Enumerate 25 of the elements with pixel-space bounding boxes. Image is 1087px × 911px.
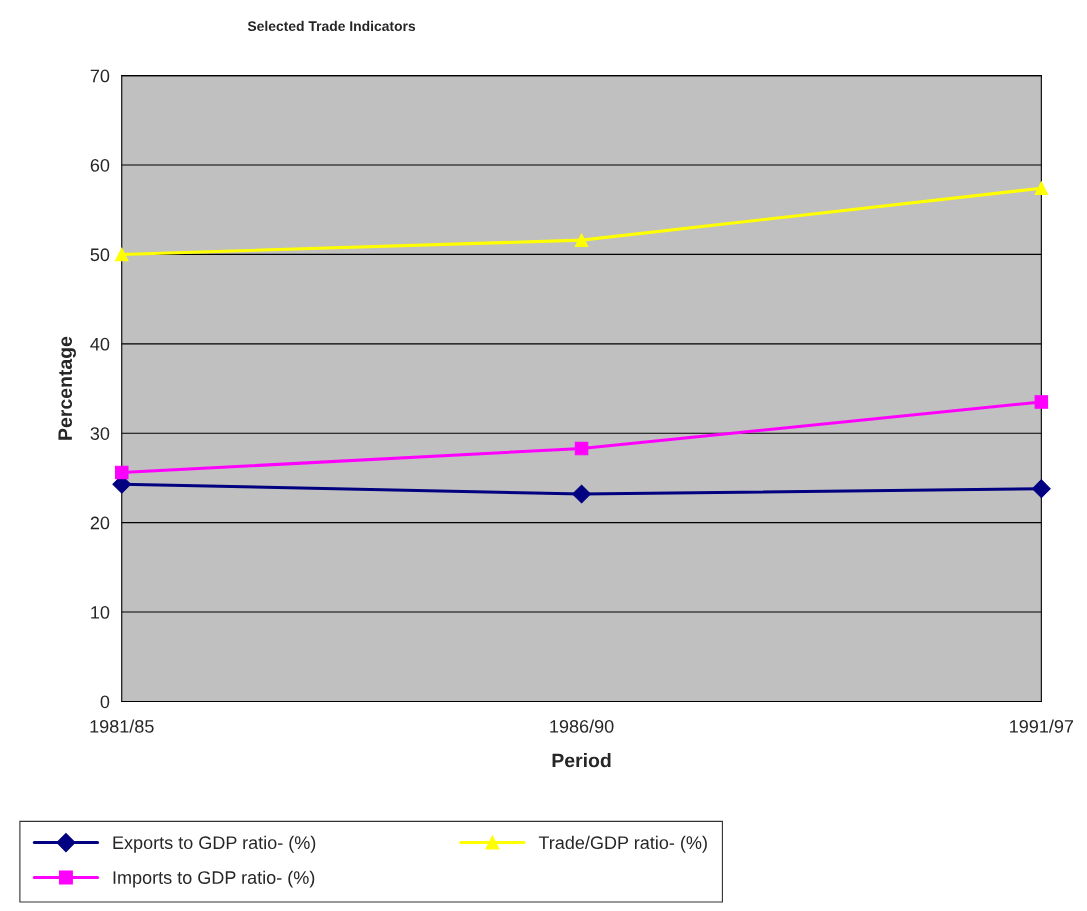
legend-label: Trade/GDP ratio- (%) [538,835,707,853]
point [1034,395,1049,409]
x-tick-label: 1986/90 [550,719,614,733]
y-tick-label: 70 [90,69,110,83]
y-axis-title: Percentage [58,336,76,440]
point [572,484,591,504]
point [114,247,129,262]
y-tick-label: 60 [90,158,110,172]
y-tick-label: 40 [90,337,110,351]
point [114,465,129,480]
legend-label: Imports to GDP ratio- (%) [113,870,315,888]
chart-title: Selected Trade Indicators [247,20,416,32]
y-tick-label: 20 [90,516,110,530]
point [574,441,589,456]
y-tick-label: 0 [100,695,110,709]
y-tick-label: 30 [90,427,110,440]
point [574,233,589,247]
legend-label: Exports to GDP ratio- (%) [113,835,316,853]
y-tick-label: 10 [91,606,110,619]
y-tick-label: 50 [90,248,110,262]
point [1031,479,1051,499]
x-tick-label: 1991/97 [1010,719,1074,733]
point [1034,181,1049,196]
x-axis-title: Period [552,753,611,768]
x-tick-label: 1981/85 [90,719,154,733]
